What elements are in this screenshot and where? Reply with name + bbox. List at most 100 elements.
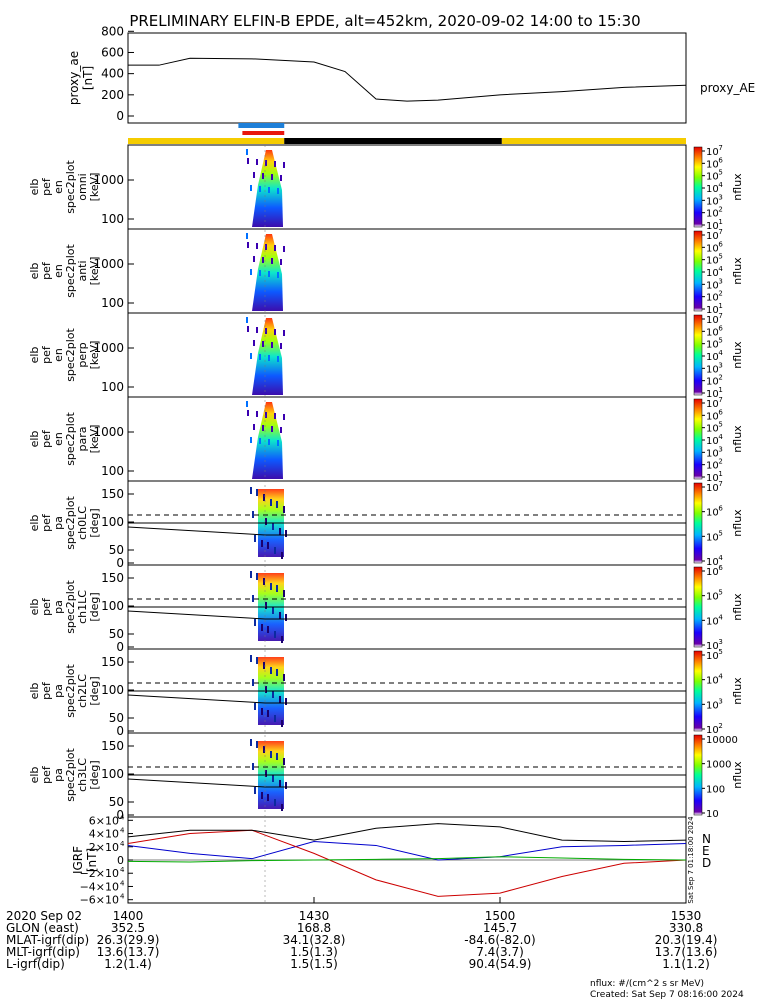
- spectrogram-ylabel: spec2plot: [64, 160, 77, 214]
- spectrogram-noise: [246, 401, 248, 407]
- colorbar-tick-label: 10: [706, 147, 719, 158]
- colorbar-tick-exponent: 6: [718, 564, 723, 572]
- spectrogram-frame: [127, 228, 687, 314]
- spectrogram-noise: [252, 679, 254, 686]
- spectrogram-noise: [265, 328, 267, 334]
- spectrogram-noise: [267, 542, 269, 549]
- spectrogram-ylabel: [deg]: [88, 760, 101, 789]
- ephemeris-value: 1.5(1.5): [290, 957, 338, 971]
- spectrogram-noise: [274, 329, 276, 335]
- spectrogram-ylabel: anti: [76, 260, 89, 281]
- colorbar-tick-label: 100: [706, 784, 725, 795]
- spectrogram-ylabel: pa: [52, 516, 65, 530]
- colorbar-tick-label: 10: [706, 483, 719, 494]
- spectrogram-ylabel: [keV]: [88, 425, 101, 454]
- colorbar-tick-exponent: 6: [718, 156, 723, 164]
- spectrogram-noise: [267, 710, 269, 717]
- colorbar: [693, 398, 703, 480]
- spectrogram-noise: [261, 540, 263, 547]
- spectrogram-noise: [250, 571, 252, 578]
- igrf-ytick-exponent: 4: [120, 827, 125, 835]
- spectrogram-noise: [270, 667, 272, 674]
- spectrogram-ylabel: pef: [40, 261, 53, 280]
- igrf-ytick-label: 0: [117, 854, 124, 867]
- colorbar-tick-label: 1000: [706, 760, 731, 771]
- spectrogram-noise: [277, 188, 279, 194]
- spectrogram-noise: [274, 161, 276, 167]
- spectrogram-ylabel: ch3LC: [76, 758, 89, 792]
- colorbar-tick-label: 10: [706, 293, 719, 304]
- colorbar-label: nflux: [731, 257, 744, 285]
- colorbar-tick-label: 10: [706, 411, 719, 422]
- spectrogram-flux-blob: [252, 234, 283, 311]
- colorbar-tick-label: 10: [706, 461, 719, 472]
- colorbar: [693, 230, 703, 312]
- colorbar-label: nflux: [731, 761, 744, 789]
- spectrogram-ytick-label: 1000: [93, 257, 124, 271]
- spectrogram-noise: [265, 686, 267, 693]
- colorbar-tick-label: 10: [706, 448, 719, 459]
- spectrogram-ylabel: spec2plot: [64, 496, 77, 550]
- ephemeris-value: 168.8: [297, 921, 331, 935]
- spectrogram-noise: [272, 775, 274, 782]
- ae-ytick-label: 600: [101, 45, 124, 59]
- colorbar-tick-exponent: 5: [718, 337, 722, 345]
- spectrogram-noise: [271, 258, 273, 264]
- spectrogram-noise: [268, 439, 270, 445]
- spectrogram-noise: [283, 674, 285, 681]
- colorbar-tick-exponent: 7: [718, 480, 722, 488]
- colorbar-tick-exponent: 5: [718, 253, 722, 261]
- spectrogram-noise: [263, 746, 265, 753]
- colorbar-label: nflux: [731, 173, 744, 201]
- spectrogram-noise: [250, 739, 252, 746]
- colorbar-tick-label: 10: [706, 532, 719, 543]
- spectrogram-noise: [281, 720, 283, 727]
- colorbar-tick-label: 10: [706, 221, 719, 232]
- spectrogram-noise: [256, 741, 258, 748]
- colorbar-tick-label: 10: [706, 377, 719, 388]
- colorbar-tick-exponent: 5: [718, 421, 722, 429]
- spectrogram-ylabel: pa: [52, 768, 65, 782]
- spectrogram-noise: [265, 160, 267, 166]
- spectrogram-ytick-label: 0: [116, 724, 124, 738]
- spectrogram-noise: [272, 607, 274, 614]
- ephemeris-value: 1530: [671, 909, 702, 923]
- spectrogram-noise: [274, 631, 276, 638]
- igrf-series-line: [127, 823, 687, 842]
- spectrogram-ytick-label: 1000: [93, 425, 124, 439]
- colorbar-tick-exponent: 4: [718, 613, 723, 621]
- spectrogram-noise: [263, 578, 265, 585]
- colorbar-tick-exponent: 4: [718, 349, 723, 357]
- ephemeris-value: 1400: [113, 909, 144, 923]
- spectrogram-noise: [267, 626, 269, 633]
- spectrogram-noise: [261, 708, 263, 715]
- colorbar-tick-label: 10: [706, 305, 719, 316]
- spectrogram-ytick-label: 150: [101, 487, 124, 501]
- spectrogram-ylabel: pef: [40, 765, 53, 784]
- ephemeris-value: 26.3(29.9): [97, 933, 160, 947]
- spectrogram-noise: [263, 494, 265, 501]
- spectrogram-noise: [274, 799, 276, 806]
- colorbar-label: nflux: [731, 593, 744, 621]
- ephemeris-row-label: 2020 Sep 02: [6, 909, 82, 923]
- spectrogram-noise: [277, 272, 279, 278]
- spectrogram-noise: [262, 257, 264, 263]
- colorbar-tick-label: 10: [706, 327, 719, 338]
- spectrogram-noise: [277, 440, 279, 446]
- ae-ylabel: proxy_ae: [67, 51, 81, 105]
- spectrogram-noise: [280, 343, 282, 349]
- colorbar-tick-exponent: 4: [718, 554, 723, 562]
- colorbar-tick-exponent: 1: [718, 302, 722, 310]
- spectrogram-noise: [283, 758, 285, 765]
- spectrogram-frame: [127, 312, 687, 398]
- ae-ylabel: [nT]: [81, 66, 95, 90]
- spectrogram-noise: [271, 342, 273, 348]
- ephemeris-value: 1.1(1.2): [662, 957, 710, 971]
- spectrogram-ytick-label: 50: [109, 795, 124, 809]
- spectrogram-ytick-label: 100: [101, 464, 124, 478]
- spectrogram-ylabel: [deg]: [88, 508, 101, 537]
- spectrogram-noise: [254, 619, 256, 626]
- spectrogram-noise: [268, 187, 270, 193]
- spectrogram-ytick-label: 100: [101, 767, 124, 781]
- colorbar-tick-exponent: 4: [718, 433, 723, 441]
